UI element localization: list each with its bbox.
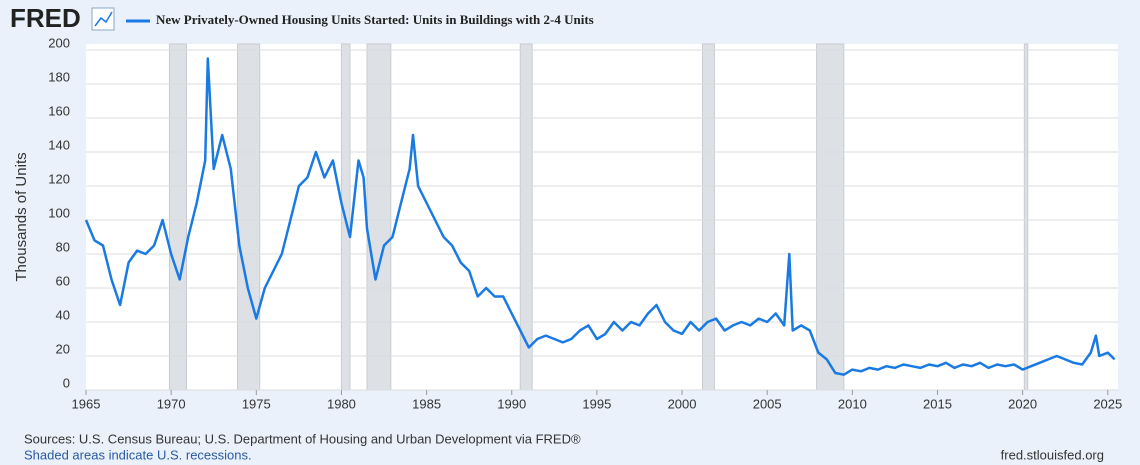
x-tick-label: 2020: [1008, 396, 1037, 411]
y-tick-label: 140: [48, 137, 70, 152]
y-axis-label: Thousands of Units: [13, 152, 30, 281]
x-tick-label: 2000: [668, 396, 697, 411]
x-tick-label: 1980: [327, 396, 356, 411]
note: Shaded areas indicate U.S. recessions.: [24, 447, 252, 462]
x-tick-label: 1970: [157, 396, 186, 411]
y-tick-label: 0: [63, 375, 70, 390]
source: Sources: U.S. Census Bureau; U.S. Depart…: [24, 431, 581, 446]
x-tick-label: 1975: [242, 396, 271, 411]
series-line: [84, 57, 1116, 376]
y-tick-label: 40: [56, 307, 70, 322]
x-tick-label: 2015: [923, 396, 952, 411]
y-tick-label: 160: [48, 103, 70, 118]
x-tick-label: 1985: [412, 396, 441, 411]
legend-label: New Privately-Owned Housing Units Starte…: [156, 12, 594, 27]
x-tick-label: 1990: [497, 396, 526, 411]
logo: FRED: [10, 3, 81, 33]
recession-band: [701, 43, 715, 391]
recession-band: [237, 43, 261, 391]
recession-band: [366, 43, 392, 391]
recession-band: [1023, 43, 1029, 391]
logo-icon: [91, 7, 115, 31]
y-tick-label: 100: [48, 205, 70, 220]
y-tick-label: 80: [56, 239, 70, 254]
x-tick-label: 2025: [1093, 396, 1122, 411]
recession-band: [816, 43, 845, 391]
x-tick-label: 2010: [838, 396, 867, 411]
y-tick-label: 200: [48, 35, 70, 50]
x-tick-label: 1965: [72, 396, 101, 411]
recession-band: [168, 43, 187, 391]
y-tick-label: 120: [48, 171, 70, 186]
y-tick-label: 180: [48, 69, 70, 84]
x-tick-label: 2005: [753, 396, 782, 411]
y-tick-label: 60: [56, 273, 70, 288]
recession-band: [519, 43, 533, 391]
site: fred.stlouisfed.org: [1001, 447, 1104, 462]
x-tick-label: 1995: [582, 396, 611, 411]
y-tick-label: 20: [56, 341, 70, 356]
